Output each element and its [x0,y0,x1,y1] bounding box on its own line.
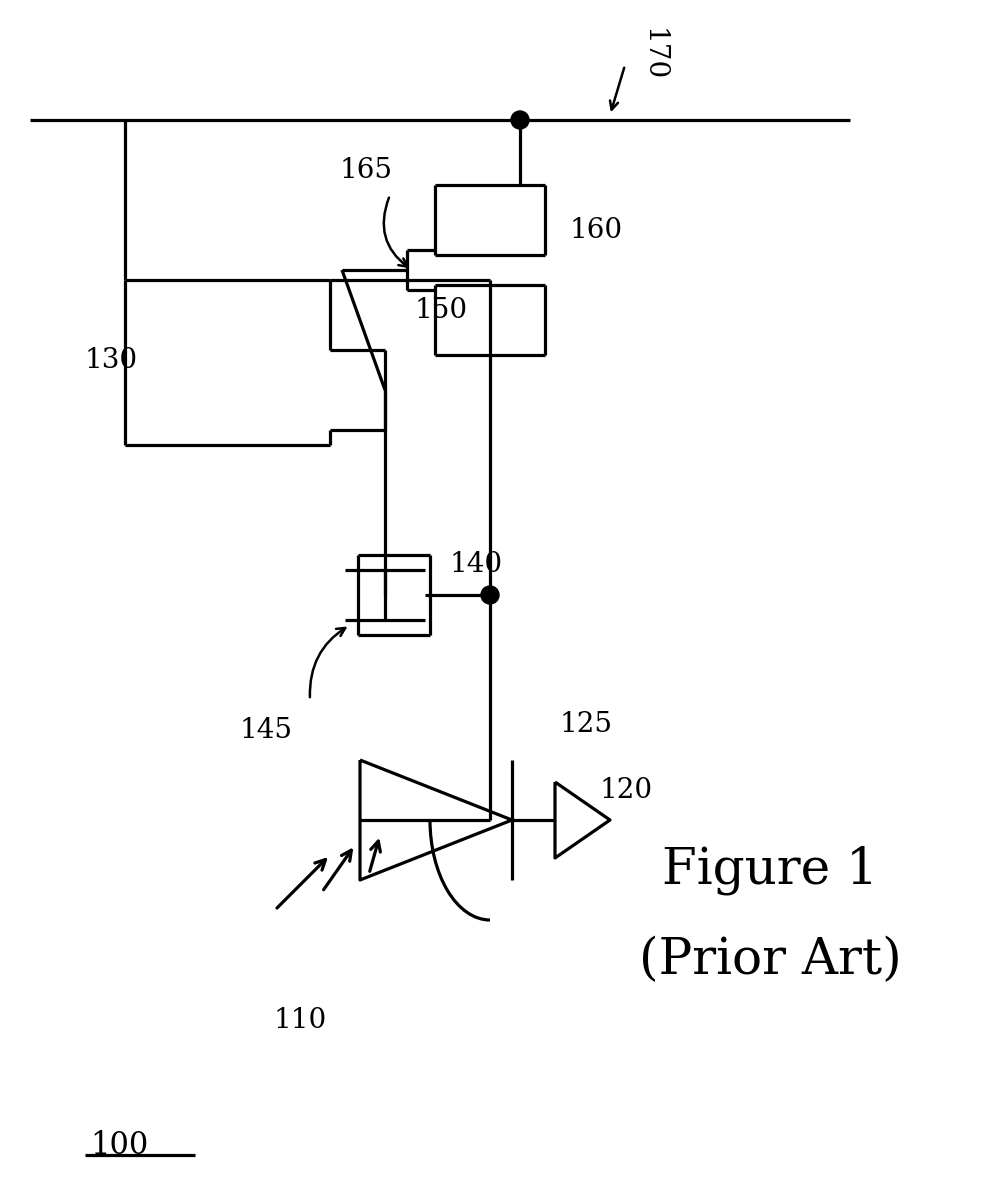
Text: 150: 150 [415,296,468,324]
Text: Figure 1: Figure 1 [662,845,878,895]
Circle shape [481,586,499,604]
Text: 100: 100 [90,1131,148,1161]
Text: 165: 165 [340,157,393,183]
Text: 160: 160 [570,217,623,243]
Text: 170: 170 [640,29,667,82]
Text: (Prior Art): (Prior Art) [638,936,902,985]
Text: 110: 110 [274,1007,327,1033]
Text: 145: 145 [240,716,293,744]
Circle shape [511,111,529,129]
Text: 120: 120 [600,777,653,803]
Text: 130: 130 [85,347,138,373]
Text: 125: 125 [560,712,613,738]
Text: 140: 140 [450,551,503,578]
